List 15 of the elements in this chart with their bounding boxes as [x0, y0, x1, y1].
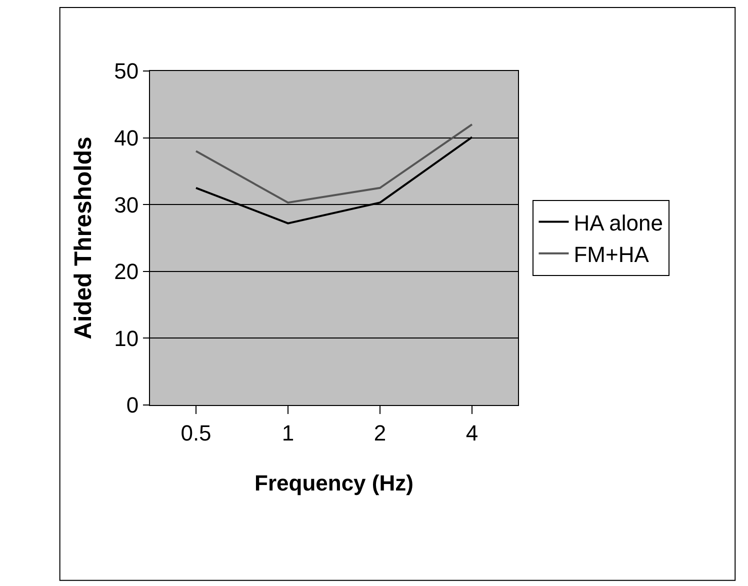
x-tick-label: 4: [466, 420, 478, 446]
y-tick-label: 20: [114, 259, 139, 284]
legend-label: FM+HA: [574, 242, 650, 267]
y-tick-label: 10: [114, 326, 139, 351]
y-tick-label: 40: [114, 126, 139, 150]
y-tick-label: 50: [114, 58, 139, 84]
y-axis-title: Aided Thresholds: [70, 136, 98, 340]
y-tick-label: 0: [126, 392, 139, 418]
x-axis-title: Frequency (Hz): [254, 470, 414, 496]
x-tick-label: 2: [374, 420, 386, 446]
line-series: [195, 123, 473, 204]
x-tick-label: 1: [282, 420, 294, 446]
y-tick-label: 30: [114, 192, 139, 218]
x-tick-label: 0.5: [180, 420, 212, 446]
legend-label: HA alone: [574, 210, 664, 236]
